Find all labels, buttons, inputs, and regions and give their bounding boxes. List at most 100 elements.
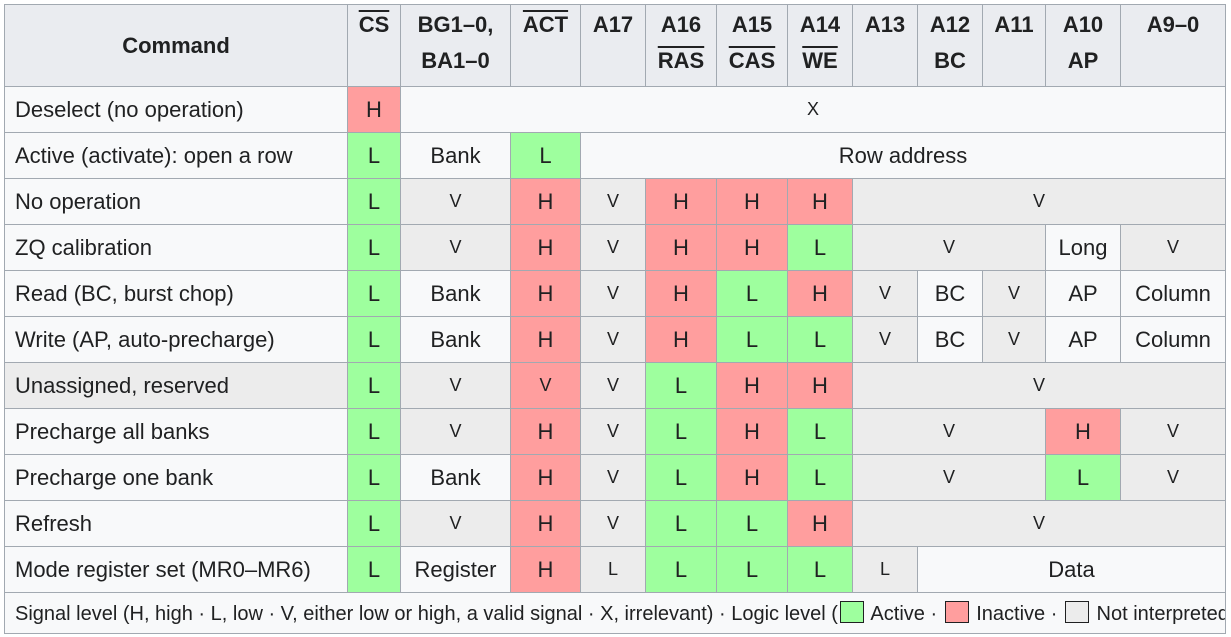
signal-cell: H bbox=[645, 178, 717, 225]
header-a12-line2: BC bbox=[934, 48, 966, 73]
signal-cell: L bbox=[347, 500, 401, 547]
signal-cell: V bbox=[400, 224, 511, 271]
signal-cell: V bbox=[580, 362, 646, 409]
signal-cell: H bbox=[716, 224, 788, 271]
signal-cell: H bbox=[510, 408, 581, 455]
signal-cell: Bank bbox=[400, 270, 511, 317]
header-a10-line2: AP bbox=[1067, 48, 1099, 73]
signal-cell: V bbox=[982, 316, 1046, 363]
signal-cell: L bbox=[580, 546, 646, 593]
signal-cell: AP bbox=[1045, 270, 1121, 317]
signal-cell: L bbox=[1045, 454, 1121, 501]
signal-cell: L bbox=[716, 546, 788, 593]
signal-cell: V bbox=[580, 408, 646, 455]
header-act: ACT bbox=[510, 4, 581, 87]
signal-cell: H bbox=[645, 270, 717, 317]
signal-cell: H bbox=[1045, 408, 1121, 455]
table-legend: Signal level (H, high · L, low · V, eith… bbox=[4, 592, 1226, 634]
header-a16-line2: RAS bbox=[657, 48, 705, 73]
signal-cell: Register bbox=[400, 546, 511, 593]
signal-cell: H bbox=[510, 454, 581, 501]
signal-cell: L bbox=[787, 454, 853, 501]
signal-cell: L bbox=[716, 270, 788, 317]
signal-cell: V bbox=[580, 316, 646, 363]
signal-cell: Column bbox=[1120, 316, 1226, 363]
signal-cell: V bbox=[982, 270, 1046, 317]
signal-cell: Data bbox=[917, 546, 1226, 593]
signal-cell: L bbox=[347, 178, 401, 225]
active-swatch-icon bbox=[839, 600, 864, 623]
command-name: Refresh bbox=[4, 500, 348, 547]
signal-cell: L bbox=[347, 224, 401, 271]
header-a14-line2: WE bbox=[802, 48, 838, 73]
signal-cell: Row address bbox=[580, 132, 1226, 179]
signal-cell: H bbox=[510, 316, 581, 363]
legend-row: Signal level (H, high · L, low · V, eith… bbox=[4, 592, 1226, 634]
table-row: Unassigned, reserved L V V V L H H V bbox=[4, 362, 1226, 409]
signal-cell: L bbox=[716, 316, 788, 363]
table-row: Precharge all banks L V H V L H L V H V bbox=[4, 408, 1226, 455]
header-cs: CS bbox=[347, 4, 401, 87]
signal-cell: L bbox=[787, 546, 853, 593]
signal-cell: V bbox=[852, 316, 918, 363]
signal-cell: Long bbox=[1045, 224, 1121, 271]
signal-cell: L bbox=[347, 132, 401, 179]
header-row: Command CS BG1–0, BA1–0 ACT A17 A16 RAS A1… bbox=[4, 4, 1226, 87]
signal-cell: V bbox=[400, 408, 511, 455]
table-row: Deselect (no operation) H X bbox=[4, 86, 1226, 133]
signal-cell: V bbox=[1120, 408, 1226, 455]
signal-cell: H bbox=[510, 546, 581, 593]
header-a15: A15 CAS bbox=[716, 4, 788, 87]
signal-cell: L bbox=[645, 500, 717, 547]
signal-cell: H bbox=[787, 500, 853, 547]
signal-cell: V bbox=[852, 408, 1046, 455]
signal-cell: V bbox=[580, 454, 646, 501]
signal-cell: H bbox=[716, 362, 788, 409]
header-a14: A14 WE bbox=[787, 4, 853, 87]
signal-cell: Bank bbox=[400, 316, 511, 363]
legend-prefix: Signal level (H, high · L, low · V, eith… bbox=[15, 602, 838, 625]
table-row: Mode register set (MR0–MR6) L Register H… bbox=[4, 546, 1226, 593]
not-interpreted-swatch-icon bbox=[1064, 600, 1089, 623]
signal-cell: H bbox=[510, 178, 581, 225]
signal-cell: V bbox=[400, 362, 511, 409]
signal-cell: H bbox=[716, 408, 788, 455]
signal-cell: L bbox=[510, 132, 581, 179]
header-a17: A17 bbox=[580, 4, 646, 87]
header-a12: A12 BC bbox=[917, 4, 983, 87]
command-name: ZQ calibration bbox=[4, 224, 348, 271]
signal-cell: V bbox=[510, 362, 581, 409]
signal-cell: H bbox=[787, 178, 853, 225]
signal-cell: L bbox=[645, 362, 717, 409]
table-row: Active (activate): open a row L Bank L R… bbox=[4, 132, 1226, 179]
inactive-swatch-icon bbox=[944, 600, 969, 623]
signal-cell: V bbox=[580, 500, 646, 547]
signal-cell: V bbox=[580, 178, 646, 225]
header-a10-line1: A10 bbox=[1062, 12, 1104, 37]
signal-cell: X bbox=[400, 86, 1226, 133]
signal-cell: V bbox=[852, 500, 1226, 547]
table-row: Precharge one bank L Bank H V L H L V L … bbox=[4, 454, 1226, 501]
legend-not-interpreted: Not interpreted) bbox=[1096, 602, 1226, 625]
signal-cell: V bbox=[852, 454, 1046, 501]
table-row: Refresh L V H V L L H V bbox=[4, 500, 1226, 547]
command-name: Precharge one bank bbox=[4, 454, 348, 501]
signal-cell: V bbox=[852, 362, 1226, 409]
header-a15-line1: A15 bbox=[731, 12, 773, 37]
header-a16-line1: A16 bbox=[660, 12, 702, 37]
signal-cell: V bbox=[580, 270, 646, 317]
header-command: Command bbox=[4, 4, 348, 87]
command-name: Active (activate): open a row bbox=[4, 132, 348, 179]
signal-cell: L bbox=[645, 546, 717, 593]
header-cs-label: CS bbox=[358, 12, 390, 37]
legend-active: Active · bbox=[870, 602, 938, 625]
signal-cell: H bbox=[716, 454, 788, 501]
signal-cell: L bbox=[787, 316, 853, 363]
signal-cell: BC bbox=[917, 270, 983, 317]
signal-cell: H bbox=[645, 224, 717, 271]
signal-cell: BC bbox=[917, 316, 983, 363]
signal-cell: H bbox=[716, 178, 788, 225]
signal-cell: V bbox=[852, 178, 1226, 225]
command-name: Write (AP, auto-precharge) bbox=[4, 316, 348, 363]
command-name: Precharge all banks bbox=[4, 408, 348, 455]
